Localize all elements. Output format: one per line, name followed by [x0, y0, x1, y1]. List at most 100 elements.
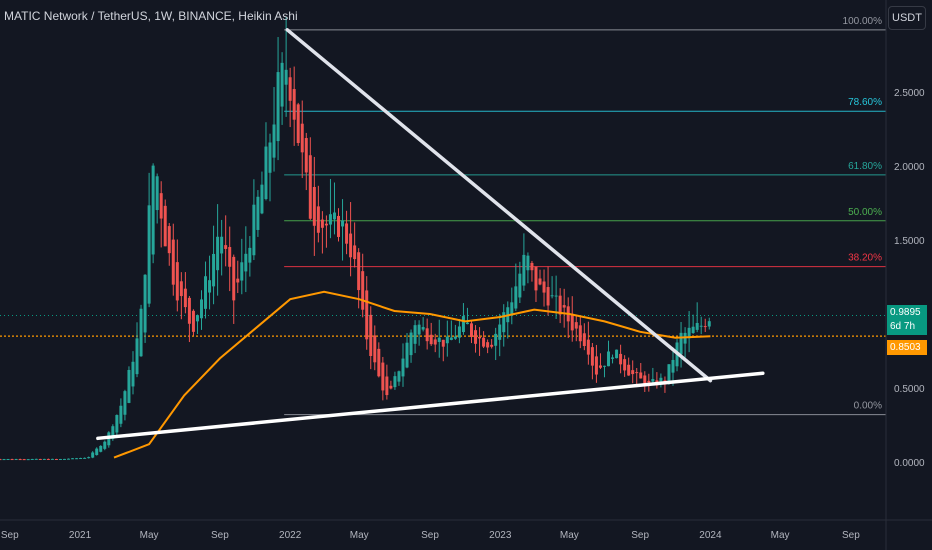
candle-body — [123, 391, 127, 415]
candle-body — [679, 332, 683, 355]
candle-body — [421, 327, 425, 330]
candle-body — [441, 339, 445, 347]
candle-body — [292, 89, 296, 120]
candle-body — [111, 426, 115, 439]
candle-body — [167, 226, 171, 254]
candle-body — [71, 458, 75, 460]
ma-price-value: 0.8503 — [890, 342, 921, 353]
candle-body — [300, 123, 304, 153]
candle-body — [691, 326, 695, 334]
candle-body — [389, 385, 393, 389]
candles — [0, 17, 711, 461]
candle-body — [651, 379, 655, 382]
candle-body — [349, 233, 353, 258]
candle-body — [526, 255, 530, 271]
candle-body — [99, 445, 103, 452]
candle-body — [276, 72, 280, 142]
candle-body — [195, 315, 199, 322]
candle-body — [429, 334, 433, 345]
candle-body — [135, 338, 139, 375]
candle-body — [602, 365, 606, 367]
last-price-tag: 0.9895 6d 7h — [887, 305, 927, 335]
candle-body — [42, 458, 46, 460]
candle-body — [224, 245, 228, 249]
x-tick-label: May — [560, 530, 579, 541]
candle-body — [22, 459, 26, 461]
candle-body — [199, 299, 203, 319]
candle-body — [413, 325, 417, 344]
countdown-value: 6d 7h — [890, 321, 916, 332]
candle-body — [582, 333, 586, 347]
candle-body — [514, 286, 518, 309]
candle-body — [91, 452, 95, 458]
fib-label: 0.00% — [854, 401, 882, 412]
candle-body — [324, 223, 328, 226]
candle-body — [586, 339, 590, 355]
candle-body — [308, 155, 312, 219]
candle-body — [365, 290, 369, 340]
x-tick-label: May — [771, 530, 790, 541]
x-tick-label: Sep — [1, 530, 19, 541]
candle-body — [490, 344, 494, 347]
candle-body — [522, 254, 526, 286]
x-tick-label: Sep — [211, 530, 229, 541]
candle-body — [264, 146, 268, 200]
candle-body — [236, 278, 240, 283]
candle-body — [304, 138, 308, 173]
candle-body — [699, 325, 703, 327]
candle-body — [34, 458, 38, 460]
y-tick-label: 2.5000 — [894, 88, 925, 99]
candle-body — [417, 324, 421, 335]
candle-body — [385, 376, 389, 396]
candle-body — [332, 212, 336, 220]
candle-body — [244, 253, 248, 272]
candle-body — [10, 459, 14, 461]
candle-body — [494, 333, 498, 346]
trendlines[interactable] — [96, 28, 765, 441]
currency-button[interactable]: USDT — [888, 6, 926, 30]
candle-body — [405, 342, 409, 368]
candle-body — [320, 219, 324, 228]
candle-body — [453, 336, 457, 339]
candle-body — [482, 337, 486, 347]
candle-body — [574, 322, 578, 329]
candle-body — [228, 247, 232, 267]
candle-body — [437, 337, 441, 342]
candle-body — [232, 256, 236, 301]
candle-body — [268, 142, 272, 173]
candle-body — [151, 165, 155, 255]
candle-body — [6, 458, 10, 460]
candle-body — [695, 322, 699, 330]
trendline[interactable] — [285, 28, 713, 383]
moving-average-line — [113, 290, 711, 459]
candle-body — [79, 458, 83, 460]
candle-body — [659, 377, 663, 383]
candle-body — [171, 239, 175, 285]
fib-label: 78.60% — [848, 97, 882, 108]
candle-body — [155, 176, 159, 211]
candle-body — [95, 448, 99, 456]
candle-body — [425, 328, 429, 342]
candle-body — [46, 458, 50, 460]
candle-body — [707, 321, 711, 327]
candle-body — [341, 220, 345, 227]
candle-body — [502, 312, 506, 333]
candle-body — [393, 376, 397, 388]
candle-body — [0, 459, 2, 461]
candle-body — [175, 262, 179, 301]
candle-body — [623, 359, 627, 371]
candle-body — [373, 335, 377, 363]
candle-body — [474, 330, 478, 344]
candle-body — [260, 184, 264, 214]
fib-label: 61.80% — [848, 161, 882, 172]
candle-body — [119, 405, 123, 424]
candle-body — [30, 458, 34, 460]
x-tick-label: Sep — [631, 530, 649, 541]
y-tick-label: 0.0000 — [894, 458, 925, 469]
fib-label: 50.00% — [848, 207, 882, 218]
trendline[interactable] — [96, 371, 765, 441]
candle-body — [187, 297, 191, 324]
candle-body — [256, 196, 260, 230]
x-tick-label: Sep — [842, 530, 860, 541]
